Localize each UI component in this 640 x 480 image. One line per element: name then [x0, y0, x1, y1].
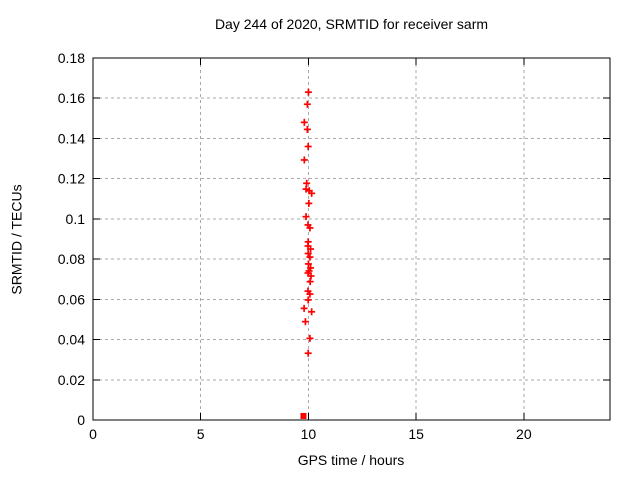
- y-tick-label: 0.08: [58, 251, 85, 267]
- axis-ticks: [92, 57, 610, 421]
- x-tick-label: 10: [301, 426, 317, 442]
- y-tick-label: 0.04: [58, 332, 85, 348]
- y-tick-label: 0.02: [58, 372, 85, 388]
- data-points-axis-marker: [300, 412, 307, 419]
- grid-lines: [93, 58, 610, 420]
- y-tick-label: 0.16: [58, 90, 85, 106]
- x-tick-label: 15: [408, 426, 424, 442]
- y-axis-label: SRMTID / TECUs: [8, 184, 25, 295]
- x-tick-label: 20: [516, 426, 532, 442]
- x-tick-label: 5: [197, 426, 205, 442]
- y-tick-label: 0.06: [58, 291, 85, 307]
- y-tick-label: 0.12: [58, 171, 85, 187]
- chart-title: Day 244 of 2020, SRMTID for receiver sar…: [214, 16, 489, 32]
- y-tick-label: 0.14: [58, 130, 85, 146]
- y-tick-label: 0: [77, 412, 85, 428]
- x-tick-label: 0: [89, 426, 97, 442]
- x-axis-label: GPS time / hours: [297, 452, 405, 468]
- plot-border: [92, 57, 611, 421]
- tick-labels: 0 5 10 15 20 0 0.02 0.04 0.06 0.08 0.1 0.12 0.14 0.16…: [58, 50, 532, 442]
- y-tick-label: 0.1: [66, 211, 86, 227]
- data-points-srmtid-values: [300, 88, 316, 357]
- y-tick-label: 0.18: [58, 50, 85, 66]
